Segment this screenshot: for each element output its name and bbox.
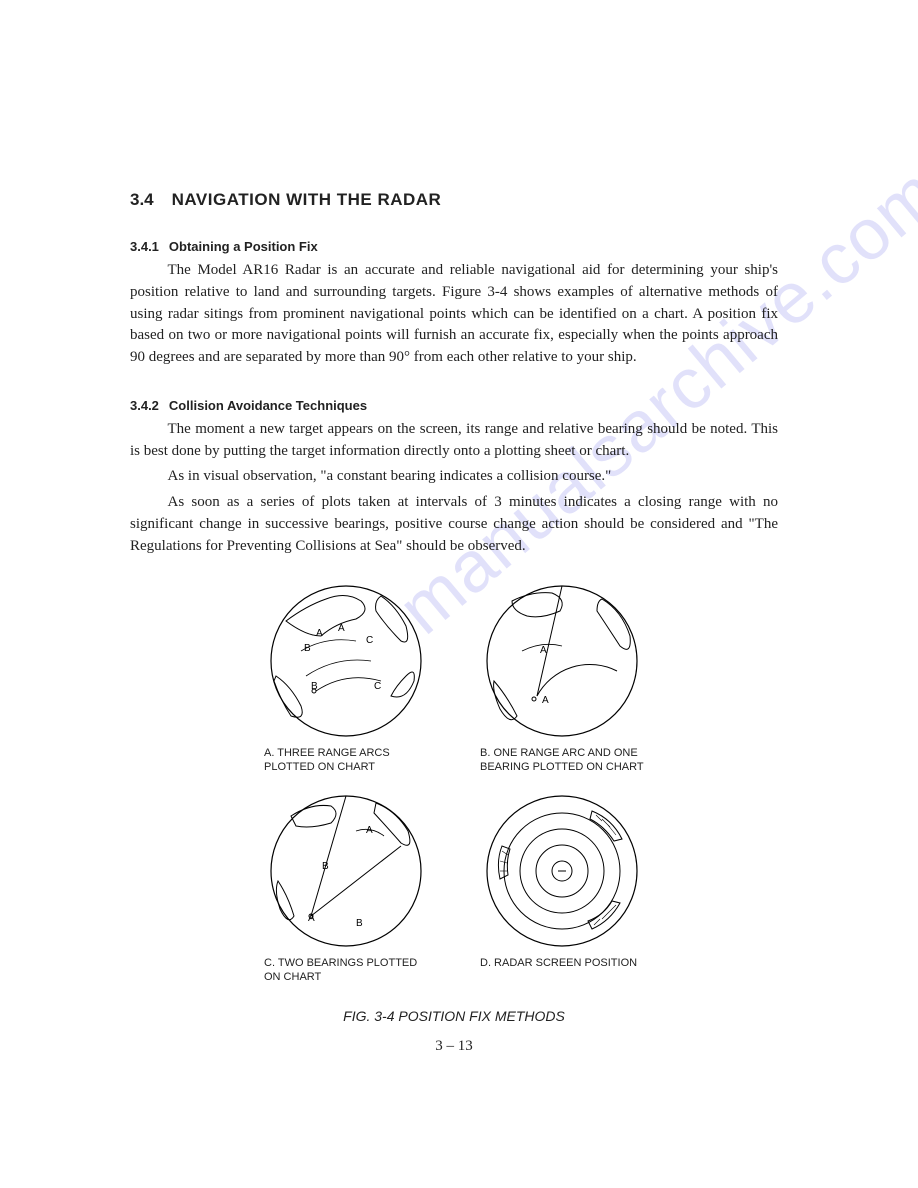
- paragraph: The Model AR16 Radar is an accurate and …: [130, 260, 778, 369]
- figure-caption-d: D. RADAR SCREEN POSITION: [474, 957, 650, 971]
- subsection-number: 3.4.2: [130, 398, 159, 413]
- paragraph: The moment a new target appears on the s…: [130, 419, 778, 463]
- svg-text:A: A: [338, 623, 345, 634]
- subsection-341: 3.4.1 Obtaining a Position Fix The Model…: [130, 238, 778, 369]
- figure-caption-b: B. ONE RANGE ARC AND ONE BEARING PLOTTED…: [474, 747, 650, 775]
- svg-text:B: B: [304, 643, 311, 654]
- svg-text:B: B: [356, 918, 363, 929]
- figure-row-2: A B A B C. TWO BEARINGS PLOTTED ON CHART: [258, 791, 650, 985]
- figure-3-4: A A B C B C A. THREE RANGE ARCS PLOTTED …: [130, 581, 778, 1024]
- diagram-d: [482, 791, 642, 951]
- figure-panel-a: A A B C B C A. THREE RANGE ARCS PLOTTED …: [258, 581, 434, 775]
- subsection-number: 3.4.1: [130, 239, 159, 254]
- subsection-title: Collision Avoidance Techniques: [169, 398, 367, 413]
- paragraph: As soon as a series of plots taken at in…: [130, 492, 778, 557]
- svg-text:B: B: [322, 861, 329, 872]
- diagram-b: A A: [482, 581, 642, 741]
- figure-row-1: A A B C B C A. THREE RANGE ARCS PLOTTED …: [258, 581, 650, 775]
- svg-text:A: A: [316, 628, 323, 639]
- section-title: NAVIGATION WITH THE RADAR: [172, 190, 442, 209]
- svg-text:C: C: [374, 681, 381, 692]
- svg-text:C: C: [366, 635, 373, 646]
- subsection-342: 3.4.2 Collision Avoidance Techniques The…: [130, 397, 778, 558]
- figure-panel-c: A B A B C. TWO BEARINGS PLOTTED ON CHART: [258, 791, 434, 985]
- figure-panel-d: D. RADAR SCREEN POSITION: [474, 791, 650, 985]
- figure-caption-c: C. TWO BEARINGS PLOTTED ON CHART: [258, 957, 434, 985]
- figure-caption-a: A. THREE RANGE ARCS PLOTTED ON CHART: [258, 747, 434, 775]
- subsection-title: Obtaining a Position Fix: [169, 239, 318, 254]
- page-content: 3.4 NAVIGATION WITH THE RADAR 3.4.1 Obta…: [0, 0, 918, 1115]
- section-number: 3.4: [130, 190, 154, 210]
- svg-text:A: A: [366, 825, 373, 836]
- page-number: 3 – 13: [130, 1038, 778, 1055]
- svg-text:A: A: [540, 645, 547, 656]
- figure-title: FIG. 3-4 POSITION FIX METHODS: [343, 1008, 565, 1024]
- diagram-c: A B A B: [266, 791, 426, 951]
- svg-text:A: A: [542, 695, 549, 706]
- diagram-a: A A B C B C: [266, 581, 426, 741]
- section-heading: 3.4 NAVIGATION WITH THE RADAR: [130, 190, 778, 210]
- paragraph: As in visual observation, "a constant be…: [130, 466, 778, 488]
- figure-panel-b: A A B. ONE RANGE ARC AND ONE BEARING PLO…: [474, 581, 650, 775]
